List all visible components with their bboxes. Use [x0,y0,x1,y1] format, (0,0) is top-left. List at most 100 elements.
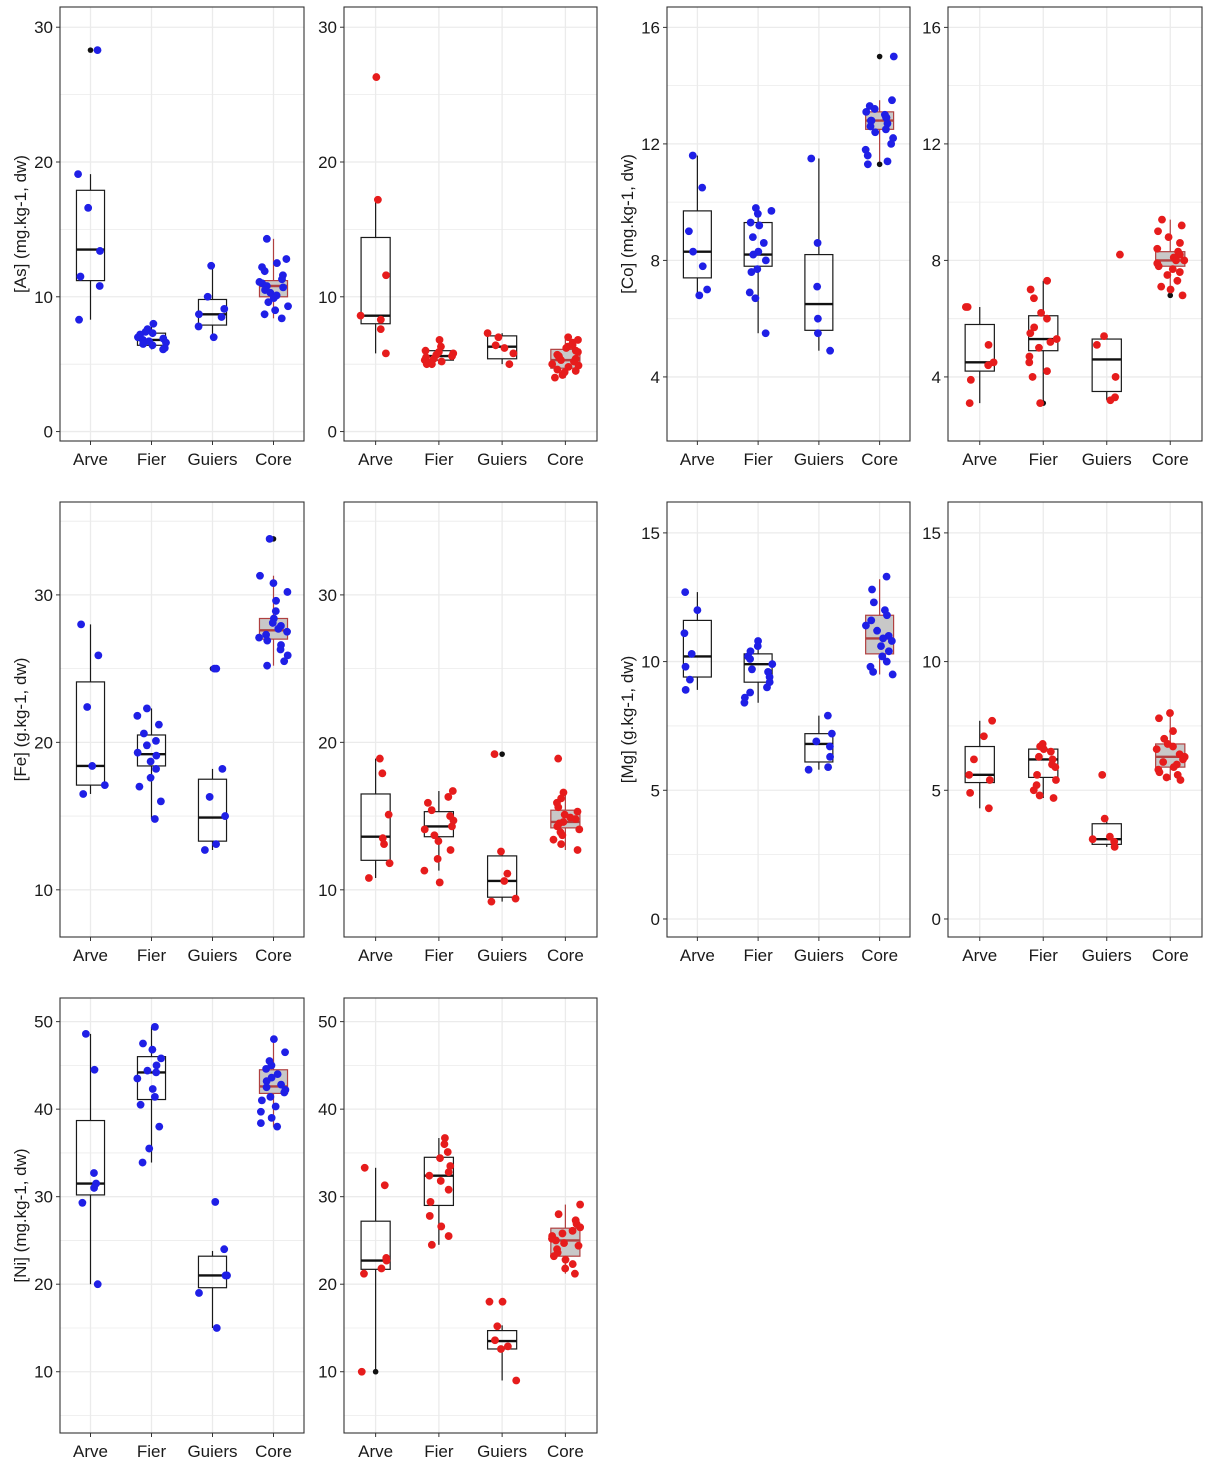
data-point [1052,776,1060,784]
data-point [420,825,429,834]
data-point [561,1255,570,1264]
data-point [262,1083,271,1092]
data-point [84,203,93,212]
y-tick-label: 10 [318,881,337,900]
data-point [148,1045,157,1054]
data-point [378,769,387,778]
x-tick-label: Arve [358,1442,393,1461]
data-point [505,360,514,369]
data-point [212,840,220,849]
data-point [882,657,891,666]
data-point [867,616,876,625]
data-point [364,874,373,882]
data-point [813,282,822,291]
data-point [1039,745,1048,754]
data-point [356,311,365,320]
data-point [271,607,280,616]
data-point [273,1070,282,1079]
x-tick-label: Fier [137,946,167,965]
x-tick-label: Core [861,946,898,965]
data-point [1116,250,1124,259]
y-tick-label: 20 [34,153,53,172]
y-tick-label: 30 [34,18,53,37]
data-point [424,798,432,807]
data-point [747,268,756,276]
x-tick-label: Fier [1029,450,1059,469]
data-point [441,1134,449,1142]
box-iqr [682,210,712,279]
data-point [207,261,216,270]
data-point [503,869,512,878]
data-point [384,810,393,819]
data-point [263,661,272,670]
data-point [888,670,897,679]
data-point [550,1252,558,1261]
y-tick-label: 4 [651,368,660,387]
x-tick-label: Guiers [187,450,237,469]
data-point [553,822,562,831]
data-point [148,341,157,350]
data-point [94,651,103,660]
y-tick-label: 15 [641,524,660,543]
data-point [266,1093,275,1101]
grid [60,502,304,937]
data-point [269,579,278,588]
data-point [283,627,291,636]
data-point [576,1200,585,1209]
data-point [568,1226,577,1235]
y-tick-label: 0 [651,910,660,929]
data-point [763,683,771,692]
data-point [984,340,993,349]
panel-background [344,502,597,937]
box-arve [964,720,995,809]
x-tick-label: Arve [73,946,108,965]
x-tick-label: Guiers [187,946,237,965]
data-point [1163,271,1172,279]
data-point [866,122,875,131]
data-point [257,1096,266,1105]
x-tick-label: Fier [424,1442,454,1461]
data-point [1030,323,1039,332]
data-point [90,1184,98,1192]
data-point [220,305,229,313]
data-point [1166,285,1175,294]
data-point [145,1144,154,1153]
data-point [681,588,690,596]
data-point [483,329,492,338]
data-point [753,265,762,274]
data-point [491,341,500,350]
y-tick-label: 10 [641,653,660,672]
x-tick-label: Fier [424,946,454,965]
y-tick-label: 20 [34,1275,53,1294]
data-point [509,349,518,358]
data-point [680,629,689,638]
panel-border [59,6,305,442]
x-tick-label: Fier [743,946,773,965]
grid [667,502,910,937]
data-point [966,375,975,384]
data-point [863,151,872,160]
chart-panel-2: 0 10 20 30 Arve Fier Guiers Core [318,6,598,469]
data-point [138,1158,147,1167]
data-point [984,361,993,370]
data-point [748,665,756,674]
data-point [269,294,278,303]
data-point [1028,373,1037,381]
y-tick-label: 16 [922,18,941,37]
data-point [685,675,694,684]
data-point [136,1100,145,1109]
data-point [74,170,82,179]
data-point [889,52,898,61]
grid [344,502,597,937]
data-point [575,825,584,834]
panel-background [948,7,1202,441]
data-point [551,373,559,382]
x-tick-label: Arve [358,946,393,965]
data-point [557,840,566,849]
data-point [256,571,264,580]
data-point [360,1269,368,1278]
data-point [965,770,973,779]
data-point [966,788,975,797]
data-point [825,742,834,751]
data-point [435,336,444,344]
